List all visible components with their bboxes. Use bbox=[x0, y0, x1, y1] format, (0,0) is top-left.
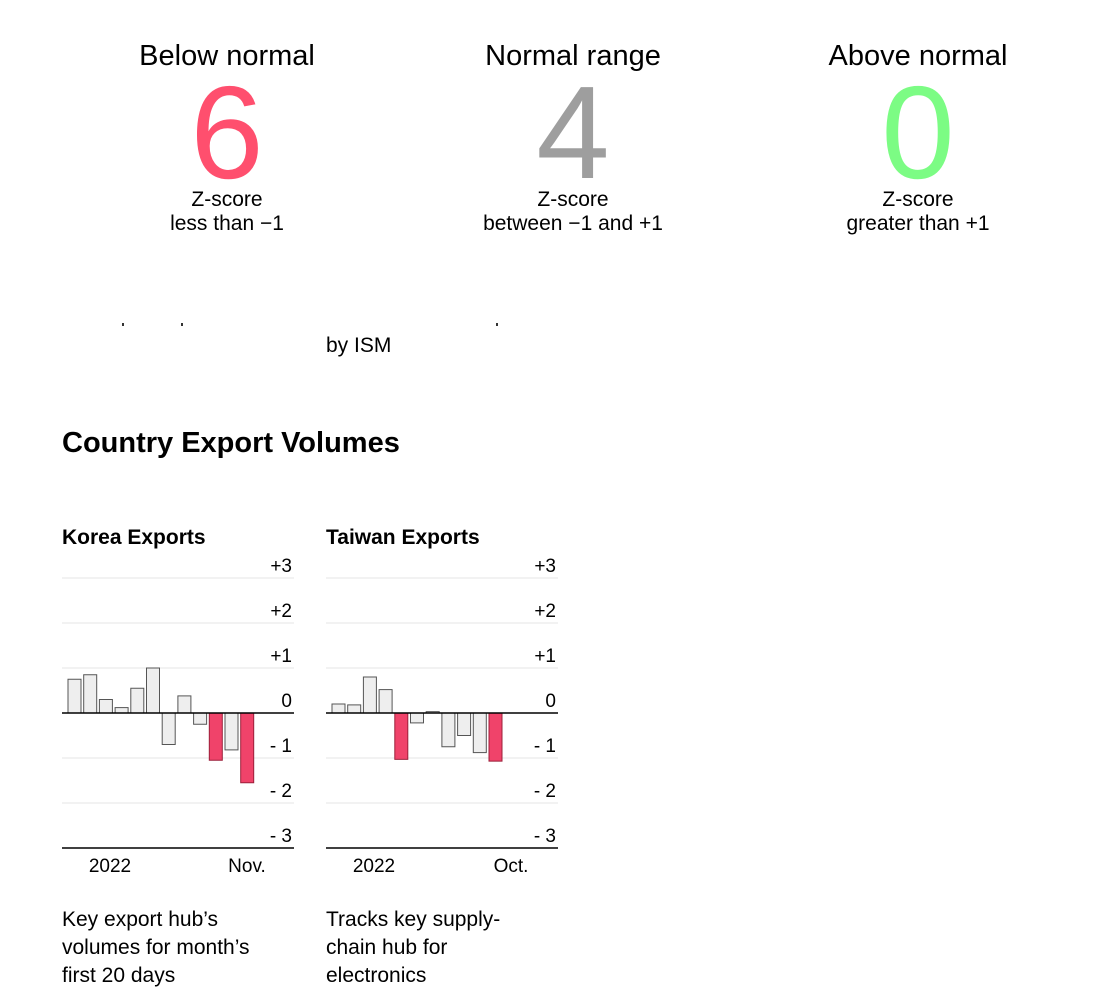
x-tick-label: 2022 bbox=[89, 856, 131, 877]
bar bbox=[378, 689, 393, 714]
y-tick-label: +1 bbox=[270, 646, 292, 667]
caption-line: volumes for month’s bbox=[62, 936, 250, 959]
bar bbox=[208, 712, 223, 761]
bar bbox=[130, 687, 145, 714]
y-tick-label: +1 bbox=[534, 646, 556, 667]
y-tick-label: - 1 bbox=[534, 736, 556, 757]
y-tick-label: - 1 bbox=[270, 736, 292, 757]
summary-desc-line2: between −1 and +1 bbox=[483, 212, 663, 235]
bar bbox=[161, 712, 176, 745]
clipped-text-fragment bbox=[181, 323, 183, 326]
summary-count: 0 bbox=[881, 59, 955, 206]
y-tick-label: - 3 bbox=[534, 826, 556, 847]
summary-above-normal: Above normal 0 Z-score greater than +1 bbox=[768, 38, 1068, 236]
bar bbox=[457, 712, 472, 736]
y-tick-label: - 3 bbox=[270, 826, 292, 847]
caption-line: first 20 days bbox=[62, 964, 176, 987]
x-tick-label: Oct. bbox=[494, 856, 529, 877]
bar bbox=[362, 676, 377, 714]
byline: by ISM bbox=[326, 334, 392, 357]
bar bbox=[472, 712, 487, 754]
bar bbox=[177, 695, 192, 714]
bar bbox=[347, 704, 362, 714]
bar bbox=[98, 699, 113, 714]
bar bbox=[114, 707, 129, 714]
caption-line: chain hub for bbox=[326, 936, 448, 959]
summary-normal-range: Normal range 4 Z-score between −1 and +1 bbox=[423, 38, 723, 236]
x-tick-label: Nov. bbox=[228, 856, 266, 877]
bar-chart-taiwan: +3 +2 +1 0 - 1 - 2 - 3 2022 Oct. bbox=[326, 558, 558, 877]
section-title: Country Export Volumes bbox=[62, 427, 400, 459]
clipped-text-fragment bbox=[496, 323, 498, 326]
bar-chart-korea: +3 +2 +1 0 - 1 - 2 - 3 2022 Nov. bbox=[62, 558, 294, 877]
summary-count: 4 bbox=[536, 59, 610, 206]
chart-caption: Key export hub’s volumes for month’s fir… bbox=[62, 906, 294, 990]
bar bbox=[394, 712, 409, 760]
y-tick-label: 0 bbox=[545, 691, 556, 712]
summary-desc-line1: Z-score bbox=[191, 188, 263, 211]
y-tick-label: +3 bbox=[270, 558, 292, 577]
summary-desc-line2: greater than +1 bbox=[846, 212, 990, 235]
bar bbox=[331, 703, 346, 714]
chart-taiwan: Taiwan Exports +3 +2 +1 0- 1- 2- 3 2022 Oct. … bbox=[326, 522, 558, 990]
y-tick-label: +3 bbox=[534, 558, 556, 577]
y-tick-label: - 2 bbox=[270, 781, 292, 802]
bar bbox=[488, 712, 503, 762]
summary-heading: Below normal bbox=[139, 40, 315, 72]
bar bbox=[67, 678, 82, 714]
summary-heading: Above normal bbox=[828, 40, 1008, 72]
bar bbox=[224, 712, 239, 751]
summary-count: 6 bbox=[190, 59, 264, 206]
summary-desc-line1: Z-score bbox=[537, 188, 609, 211]
clipped-text-fragment bbox=[122, 323, 124, 326]
summary-below-normal: Below normal 6 Z-score less than −1 bbox=[77, 38, 377, 236]
chart-korea: Korea Exports +3 +2 +1 0 - 1 - 2 - 3 2022 Nov. K… bbox=[62, 522, 294, 990]
bar bbox=[441, 712, 456, 748]
y-tick-label: +2 bbox=[534, 601, 556, 622]
caption-line: Tracks key supply- bbox=[326, 908, 501, 931]
bar bbox=[146, 667, 160, 714]
summary-heading: Normal range bbox=[485, 40, 661, 72]
summary-desc-line2: less than −1 bbox=[170, 212, 284, 235]
summary-desc-line1: Z-score bbox=[882, 188, 954, 211]
y-tick-label: - 2 bbox=[534, 781, 556, 802]
bar bbox=[83, 674, 98, 714]
chart-caption: Tracks key supply- chain hub for electro… bbox=[326, 906, 558, 990]
bar bbox=[193, 712, 208, 725]
y-tick-label: 0 bbox=[281, 691, 292, 712]
bar bbox=[240, 712, 255, 784]
x-tick-label: 2022 bbox=[353, 856, 395, 877]
y-tick-label: +2 bbox=[270, 601, 292, 622]
chart-title: Korea Exports bbox=[62, 526, 206, 549]
caption-line: Key export hub’s bbox=[62, 908, 219, 931]
bar bbox=[410, 712, 424, 724]
caption-line: electronics bbox=[326, 964, 427, 987]
chart-title: Taiwan Exports bbox=[326, 526, 480, 549]
